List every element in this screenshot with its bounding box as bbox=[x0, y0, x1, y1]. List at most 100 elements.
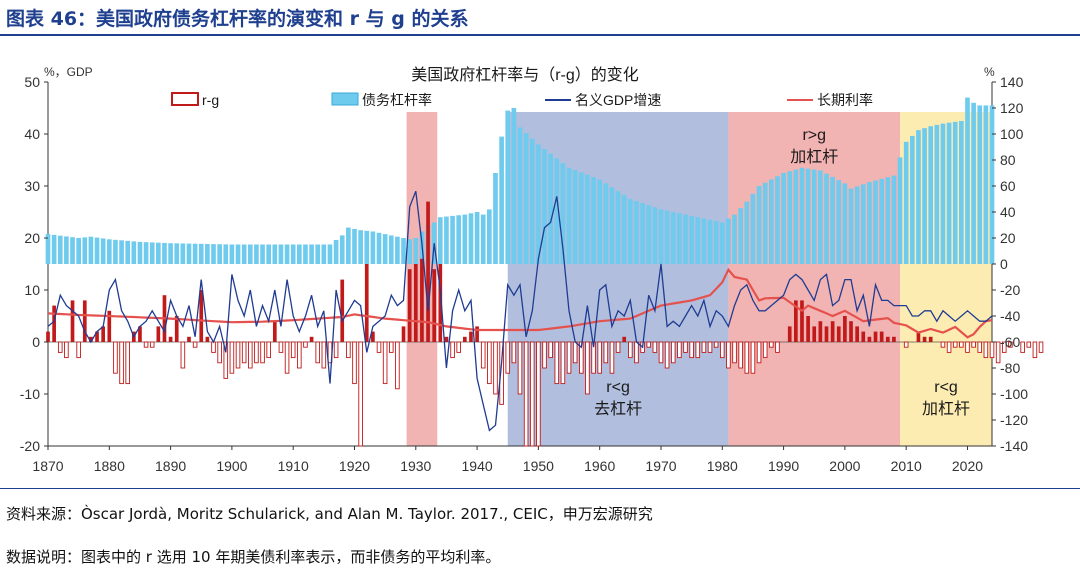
rg-bar bbox=[125, 341, 130, 385]
rg-bar bbox=[505, 341, 511, 374]
debt-bar bbox=[462, 214, 468, 264]
debt-bar bbox=[437, 217, 443, 264]
rg-bar bbox=[309, 336, 314, 342]
region-annotation-sublabel: 去杠杆 bbox=[594, 400, 642, 418]
debt-bar bbox=[640, 203, 645, 264]
rg-bar bbox=[836, 326, 841, 342]
rg-bar bbox=[340, 279, 345, 342]
debt-bar bbox=[266, 244, 272, 264]
debt-bar bbox=[615, 191, 621, 264]
x-tick-label: 2010 bbox=[891, 458, 922, 474]
rg-bar bbox=[413, 264, 418, 342]
footer-rule bbox=[0, 488, 1080, 489]
combo-chart: -20-1001020304050-140-120-100-80-60-40-2… bbox=[20, 65, 1044, 474]
rg-bar bbox=[940, 341, 946, 348]
rg-bar bbox=[1001, 341, 1007, 353]
debt-bar bbox=[738, 208, 744, 264]
rg-bar bbox=[892, 336, 896, 342]
x-tick-label: 1900 bbox=[216, 458, 247, 474]
debt-bar bbox=[842, 183, 848, 264]
rg-bar bbox=[217, 341, 222, 364]
rg-bar bbox=[855, 326, 859, 342]
rg-bar bbox=[235, 341, 241, 369]
rg-bar bbox=[180, 341, 186, 369]
rg-bar bbox=[82, 300, 87, 342]
debt-bar bbox=[952, 121, 958, 264]
rg-bar bbox=[395, 341, 400, 390]
rg-bar bbox=[762, 341, 768, 359]
rg-bar bbox=[750, 341, 756, 374]
region-annotation-label: r<g bbox=[934, 379, 958, 396]
debt-bar bbox=[468, 213, 474, 264]
rg-bar bbox=[818, 321, 823, 342]
rg-bar bbox=[174, 316, 179, 342]
debt-bar bbox=[566, 167, 572, 264]
rg-bar bbox=[769, 341, 774, 348]
rg-bar bbox=[843, 316, 847, 342]
rg-bar bbox=[444, 336, 449, 342]
rg-bar bbox=[95, 331, 99, 342]
rg-bar bbox=[922, 336, 927, 342]
rg-bar bbox=[517, 341, 523, 395]
rg-bar bbox=[542, 341, 547, 369]
figure-header: 图表 46：美国政府债务杠杆率的演变和 r 与 g 的关系 bbox=[0, 0, 1080, 36]
rg-bar bbox=[628, 341, 633, 359]
debt-bar bbox=[683, 214, 688, 264]
legend-label: 名义GDP增速 bbox=[575, 92, 661, 108]
debt-bar bbox=[456, 215, 462, 264]
rg-bar bbox=[388, 341, 394, 353]
legend-label: 债务杠杆率 bbox=[362, 92, 432, 108]
rg-bar bbox=[572, 341, 578, 364]
debt-bar bbox=[505, 110, 511, 264]
rg-bar bbox=[560, 341, 566, 385]
rg-bar bbox=[928, 336, 933, 342]
region-annotation-sublabel: 加杠杆 bbox=[922, 400, 970, 418]
debt-bar bbox=[352, 228, 357, 264]
debt-bar bbox=[51, 234, 57, 264]
rg-bar bbox=[707, 341, 713, 353]
source-note: 资料来源：Òscar Jordà, Moritz Schularick, and… bbox=[6, 505, 653, 523]
figure-title: 图表 46：美国政府债务杠杆率的演变和 r 与 g 的关系 bbox=[6, 8, 469, 30]
debt-bar bbox=[818, 170, 823, 264]
debt-bar bbox=[321, 244, 327, 264]
data-note: 数据说明：图表中的 r 选用 10 年期美债利率表示，而非债务的平均利率。 bbox=[6, 548, 501, 566]
debt-bar bbox=[339, 235, 345, 264]
right-tick-label: -140 bbox=[1000, 438, 1028, 454]
rg-bar bbox=[983, 341, 989, 359]
x-tick-label: 1880 bbox=[94, 458, 125, 474]
debt-bar bbox=[965, 97, 970, 264]
debt-bar bbox=[493, 173, 498, 264]
left-tick-label: 50 bbox=[24, 74, 40, 90]
debt-bar bbox=[358, 230, 363, 264]
debt-bar bbox=[315, 244, 321, 264]
debt-bar bbox=[762, 182, 768, 264]
legend: r-g 债务杠杆率 名义GDP增速 长期利率 bbox=[171, 92, 873, 108]
rg-bar bbox=[879, 331, 884, 342]
rg-bar bbox=[529, 341, 535, 447]
debt-bar bbox=[511, 108, 517, 264]
debt-bar bbox=[290, 244, 296, 264]
rg-bar bbox=[952, 341, 958, 348]
rg-bar bbox=[278, 341, 284, 353]
debt-bar bbox=[793, 169, 799, 264]
rg-bar bbox=[689, 341, 694, 359]
gdp-growth-line bbox=[47, 190, 993, 432]
debt-bar bbox=[401, 238, 406, 264]
rg-bar bbox=[995, 341, 1001, 364]
right-tick-label: 120 bbox=[1000, 100, 1024, 116]
rg-bar bbox=[407, 269, 412, 342]
rg-bar bbox=[211, 341, 216, 353]
debt-bar bbox=[658, 209, 664, 264]
debt-bar bbox=[646, 205, 652, 264]
rg-bar bbox=[168, 336, 173, 342]
rg-bar bbox=[46, 331, 50, 342]
rg-bar bbox=[199, 290, 204, 342]
right-tick-label: 140 bbox=[1000, 74, 1024, 90]
legend-label: r-g bbox=[202, 92, 219, 108]
region-annotation-sublabel: 加杠杆 bbox=[790, 148, 838, 166]
debt-bar bbox=[149, 242, 155, 264]
debt-bar bbox=[744, 201, 750, 264]
debt-bar bbox=[517, 127, 523, 264]
rg-bar bbox=[701, 341, 707, 353]
rg-bar bbox=[493, 341, 498, 395]
